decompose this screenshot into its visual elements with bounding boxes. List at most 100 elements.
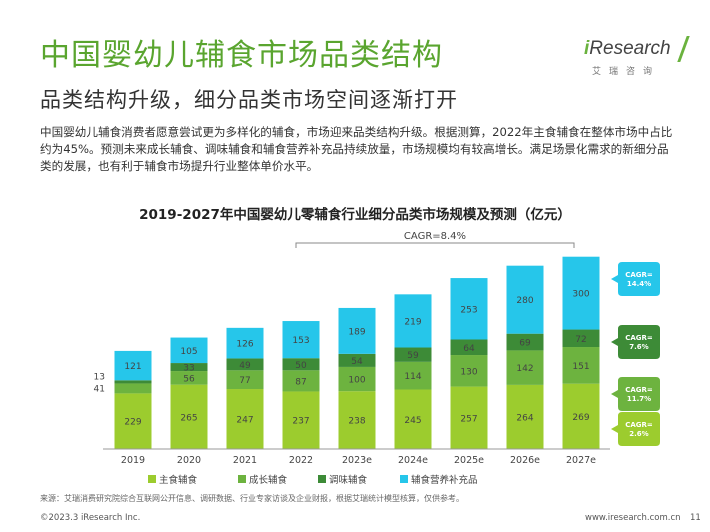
data-label: 269 [572,413,589,423]
x-tick-label: 2019 [121,455,145,466]
legend-swatch [400,475,408,483]
website-link[interactable]: www.iresearch.com.cn [585,513,681,523]
bar-segment [226,389,264,449]
bar-segment [114,383,152,394]
chart-title: 2019-2027年中国婴幼儿零辅食行业细分品类市场规模及预测（亿元） [139,207,571,223]
bar-segment [506,265,544,334]
x-tick-label: 2027e [566,455,596,466]
bar-segment [506,384,544,449]
x-tick-label: 2023e [342,455,372,466]
legend-swatch [318,475,326,483]
iresearch-logo: iResearch 艾瑞咨询 [578,36,690,80]
cagr-bubble: CAGR=14.4% [611,262,660,296]
bar-segment [450,355,488,387]
legend-label: 辅食营养补充品 [411,474,478,486]
data-label: 300 [572,290,589,300]
data-label: 265 [180,413,197,423]
data-label: 41 [94,384,105,394]
data-label: 130 [460,367,477,377]
bar-segment [394,347,432,362]
data-label: 56 [183,374,195,384]
legend-swatch [148,475,156,483]
bar-segment [338,366,376,392]
source-note: 来源：艾瑞消费研究院综合互联网公开信息、调研数据、行业专家访谈及企业财报，根据艾… [40,494,464,503]
bar-segment [114,380,152,384]
bar-segment [170,337,208,364]
x-tick-label: 2021 [233,455,257,466]
data-label: 253 [460,305,477,315]
data-label: 237 [292,417,309,427]
data-label: 257 [460,414,477,424]
data-label: 72 [575,335,586,345]
bar-segment [282,321,320,359]
bar-segment [394,361,432,390]
bar-segment [282,391,320,449]
bar-segment [338,391,376,449]
legend-label: 调味辅食 [329,474,368,486]
cagr-bubble-shape [611,412,660,446]
data-label: 153 [292,336,309,346]
cagr-bubble-text: CAGR= [625,386,653,394]
data-label: 238 [348,417,365,427]
data-label: 264 [516,413,533,423]
cagr-bubble: CAGR=7.6% [611,325,660,359]
bar-segment [562,329,600,348]
logo-text-i: i [584,38,590,59]
cagr-bubble: CAGR=11.7% [611,377,660,411]
data-label: 69 [519,339,531,349]
bar-segment [114,393,152,449]
data-label: 77 [239,376,250,386]
cagr-bubble-shape [611,325,660,359]
data-label: 54 [351,357,363,367]
cagr-bubble-text: CAGR= [625,421,653,429]
bar-segment [450,386,488,449]
bar-segment [450,278,488,340]
bar-segment [338,353,376,367]
x-tick-label: 2020 [177,455,201,466]
page-number: 11 [690,513,701,523]
cagr-bubble-shape [611,377,660,411]
copyright: ©2023.3 iResearch Inc. [40,513,141,523]
legend-label: 成长辅食 [249,474,288,486]
bar-segment [170,363,208,372]
legend-label: 主食辅食 [159,474,198,486]
data-label: 64 [463,344,475,354]
bar-segment [394,294,432,348]
bar-segment [506,350,544,385]
data-label: 33 [183,364,194,374]
cagr-bubble-text: 14.4% [627,280,651,288]
data-label: 247 [236,416,253,426]
bar-segment [170,371,208,385]
bar-segment [562,383,600,449]
data-label: 126 [236,340,253,350]
data-label: 219 [404,317,421,327]
data-label: 87 [295,377,306,387]
bar-segment [338,307,376,354]
bar-segment [282,370,320,392]
page-subtitle: 品类结构升级，细分品类市场空间逐渐打开 [40,88,458,112]
bar-segment [450,339,488,356]
cagr-total-label: CAGR=8.4% [404,231,466,242]
intro-paragraph: 中国婴幼儿辅食消费者愿意尝试更为多样化的辅食，市场迎来品类结构升级。根据测算，2… [40,125,673,173]
data-label: 13 [94,372,105,382]
page-title: 中国婴幼儿辅食市场品类结构 [40,38,443,73]
x-tick-label: 2024e [398,455,428,466]
bar-segment [562,256,600,330]
cagr-bubble-shape [611,262,660,296]
data-label: 189 [348,327,365,337]
logo-text-rest: Research [589,38,671,59]
bar-segment [170,384,208,449]
data-label: 50 [295,361,307,371]
bar-segment [282,358,320,371]
legend-swatch [238,475,246,483]
data-label: 49 [239,361,251,371]
data-label: 142 [516,364,533,374]
data-label: 114 [404,372,421,382]
data-label: 229 [124,418,141,428]
logo-text: iResearch [584,38,671,60]
cagr-bubble: CAGR=2.6% [611,412,660,446]
bar-segment [562,347,600,384]
cagr-bubble-text: CAGR= [625,334,653,342]
logo-slash-icon [667,36,690,62]
